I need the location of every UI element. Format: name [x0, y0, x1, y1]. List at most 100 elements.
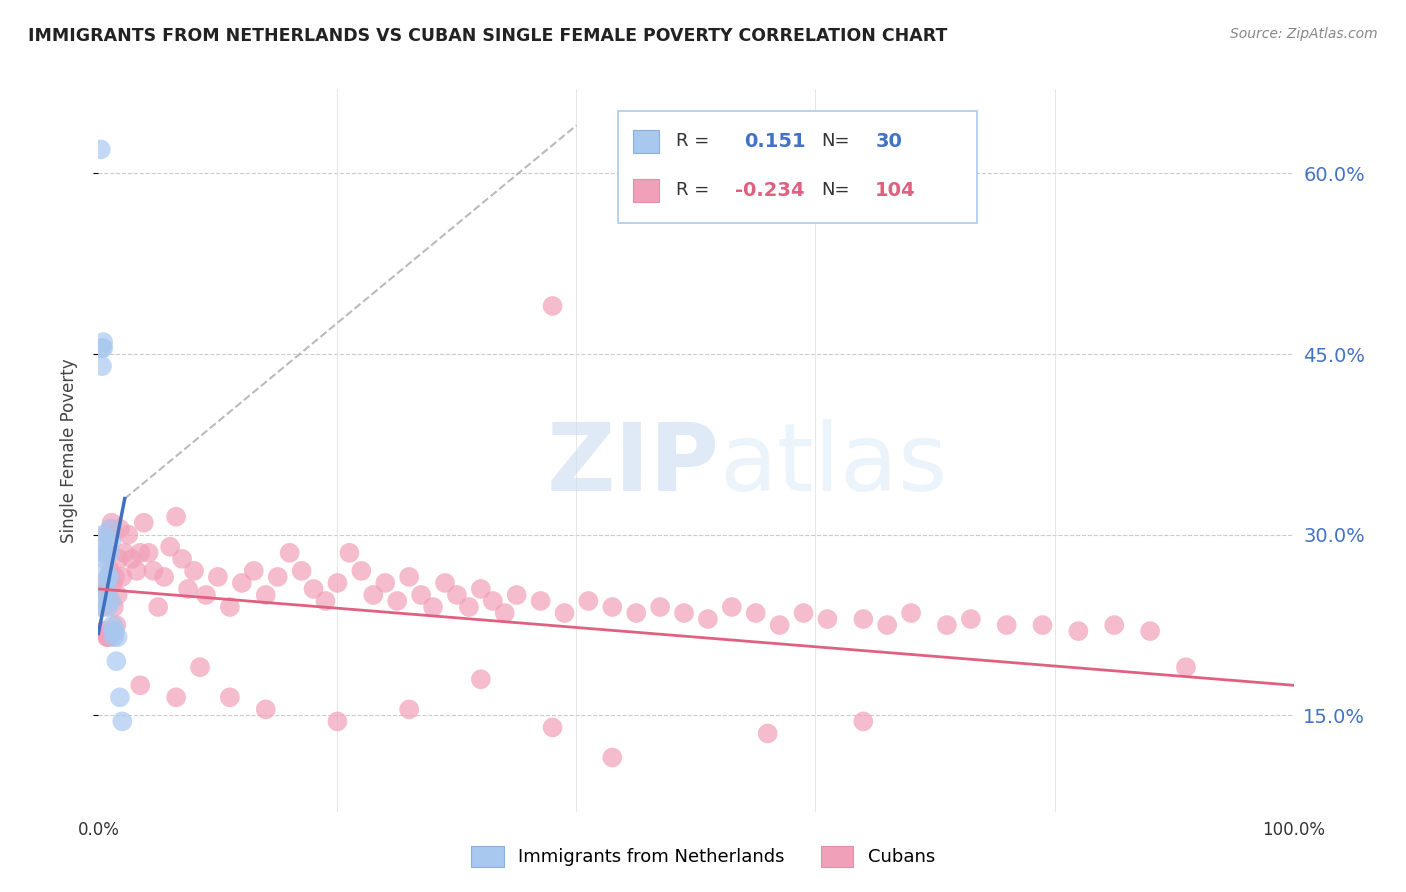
Cubans: [602, 750, 624, 764]
Cubans: [745, 606, 768, 620]
Immigrants from Netherlands: [98, 546, 122, 560]
Cubans: [315, 594, 337, 608]
Cubans: [626, 606, 648, 620]
Cubans: [1175, 660, 1198, 674]
Cubans: [541, 721, 564, 735]
Text: 104: 104: [876, 181, 915, 200]
Cubans: [578, 594, 600, 608]
Cubans: [326, 576, 349, 591]
Text: Source: ZipAtlas.com: Source: ZipAtlas.com: [1230, 27, 1378, 41]
Text: R =: R =: [676, 181, 709, 199]
Cubans: [339, 546, 361, 560]
Cubans: [876, 618, 898, 632]
Cubans: [326, 714, 349, 729]
Immigrants from Netherlands: [89, 600, 111, 615]
Cubans: [398, 570, 420, 584]
Cubans: [852, 612, 875, 626]
Immigrants from Netherlands: [97, 570, 120, 584]
Text: N=: N=: [821, 132, 851, 150]
Cubans: [153, 570, 176, 584]
Cubans: [121, 551, 143, 566]
Cubans: [138, 546, 160, 560]
Immigrants from Netherlands: [100, 594, 122, 608]
Cubans: [1139, 624, 1161, 639]
Immigrants from Netherlands: [108, 690, 131, 705]
Cubans: [291, 564, 314, 578]
Cubans: [470, 673, 492, 687]
Cubans: [254, 702, 277, 716]
Cubans: [125, 564, 148, 578]
Text: IMMIGRANTS FROM NETHERLANDS VS CUBAN SINGLE FEMALE POVERTY CORRELATION CHART: IMMIGRANTS FROM NETHERLANDS VS CUBAN SIN…: [28, 27, 948, 45]
Immigrants from Netherlands: [93, 533, 115, 548]
Cubans: [98, 522, 122, 536]
FancyBboxPatch shape: [619, 111, 977, 223]
Immigrants from Netherlands: [93, 551, 115, 566]
Immigrants from Netherlands: [98, 522, 122, 536]
Cubans: [721, 600, 744, 615]
Legend: Immigrants from Netherlands, Cubans: Immigrants from Netherlands, Cubans: [464, 838, 942, 874]
Cubans: [142, 564, 165, 578]
Immigrants from Netherlands: [103, 630, 125, 644]
Immigrants from Netherlands: [101, 624, 124, 639]
Cubans: [159, 540, 181, 554]
Cubans: [195, 588, 218, 602]
Cubans: [132, 516, 155, 530]
Immigrants from Netherlands: [91, 341, 114, 355]
FancyBboxPatch shape: [633, 178, 659, 202]
Cubans: [129, 678, 152, 692]
Cubans: [541, 299, 564, 313]
Text: N=: N=: [821, 181, 851, 199]
Text: -0.234: -0.234: [735, 181, 804, 200]
Cubans: [385, 594, 409, 608]
Cubans: [90, 588, 112, 602]
Cubans: [129, 546, 152, 560]
Immigrants from Netherlands: [111, 714, 134, 729]
Cubans: [107, 551, 129, 566]
Text: atlas: atlas: [720, 419, 948, 511]
Immigrants from Netherlands: [91, 341, 114, 355]
Cubans: [254, 588, 277, 602]
Cubans: [183, 564, 205, 578]
Text: R =: R =: [676, 132, 709, 150]
Cubans: [97, 588, 120, 602]
Cubans: [148, 600, 170, 615]
Cubans: [98, 630, 121, 644]
Cubans: [278, 546, 301, 560]
Cubans: [494, 606, 516, 620]
Cubans: [411, 588, 433, 602]
Immigrants from Netherlands: [104, 624, 127, 639]
Cubans: [768, 618, 790, 632]
Cubans: [756, 726, 779, 740]
Cubans: [363, 588, 385, 602]
Immigrants from Netherlands: [96, 576, 118, 591]
Cubans: [815, 612, 838, 626]
Cubans: [900, 606, 922, 620]
Cubans: [530, 594, 553, 608]
Cubans: [673, 606, 696, 620]
Cubans: [91, 576, 114, 591]
Cubans: [114, 546, 136, 560]
Cubans: [697, 612, 720, 626]
Cubans: [100, 516, 122, 530]
Text: ZIP: ZIP: [547, 419, 720, 511]
Immigrants from Netherlands: [91, 528, 114, 542]
Cubans: [219, 600, 242, 615]
Cubans: [422, 600, 444, 615]
Cubans: [96, 630, 118, 644]
Cubans: [91, 582, 114, 596]
Cubans: [207, 570, 229, 584]
Cubans: [103, 600, 125, 615]
Cubans: [936, 618, 959, 632]
Cubans: [458, 600, 481, 615]
Cubans: [105, 618, 128, 632]
Cubans: [94, 594, 117, 608]
Cubans: [481, 594, 505, 608]
Cubans: [172, 551, 194, 566]
Cubans: [98, 564, 122, 578]
Immigrants from Netherlands: [91, 334, 114, 349]
Immigrants from Netherlands: [98, 570, 121, 584]
Cubans: [1067, 624, 1090, 639]
Cubans: [108, 522, 131, 536]
FancyBboxPatch shape: [633, 129, 659, 153]
Cubans: [960, 612, 983, 626]
